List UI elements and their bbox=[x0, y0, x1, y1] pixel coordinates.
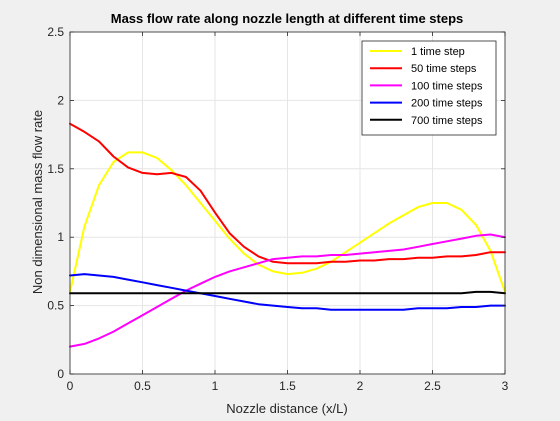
x-tick-label: 0 bbox=[67, 379, 74, 393]
x-tick-label: 3 bbox=[502, 379, 509, 393]
legend: 1 time step 50 time steps 100 time steps 20… bbox=[361, 40, 497, 136]
y-tick-label: 1 bbox=[57, 230, 64, 244]
x-tick-label: 1 bbox=[212, 379, 219, 393]
series-line-200-time-steps bbox=[69, 273, 506, 311]
series-line-1-time-step bbox=[69, 151, 506, 293]
series-line-50-time-steps bbox=[69, 122, 506, 265]
y-tick-label: 1.5 bbox=[47, 162, 64, 176]
x-tick-label: 1.5 bbox=[279, 379, 296, 393]
legend-label: 100 time steps bbox=[411, 80, 483, 92]
legend-label: 200 time steps bbox=[411, 98, 483, 110]
axis-ticks: 0 0.5 1 1.5 2 2.5 3 0 0.5 1 1.5 2 2.5 bbox=[47, 25, 508, 393]
y-tick-label: 0.5 bbox=[47, 299, 64, 313]
legend-label: 1 time step bbox=[411, 46, 465, 58]
series-line-100-time-steps bbox=[69, 233, 506, 348]
series-lines bbox=[69, 122, 506, 348]
y-tick-label: 2 bbox=[57, 93, 64, 107]
y-axis-label: Non dimensional mass flow rate bbox=[30, 110, 45, 294]
x-axis-label: Nozzle distance (x/L) bbox=[226, 401, 347, 416]
x-tick-label: 2 bbox=[357, 379, 364, 393]
series-line-700-time-steps bbox=[69, 290, 506, 295]
chart-title: Mass flow rate along nozzle length at di… bbox=[111, 11, 464, 26]
y-tick-label: 2.5 bbox=[47, 25, 64, 39]
y-tick-label: 0 bbox=[57, 367, 64, 381]
legend-label: 700 time steps bbox=[411, 115, 483, 127]
x-tick-label: 2.5 bbox=[424, 379, 441, 393]
x-tick-label: 0.5 bbox=[134, 379, 151, 393]
legend-label: 50 time steps bbox=[411, 63, 477, 75]
